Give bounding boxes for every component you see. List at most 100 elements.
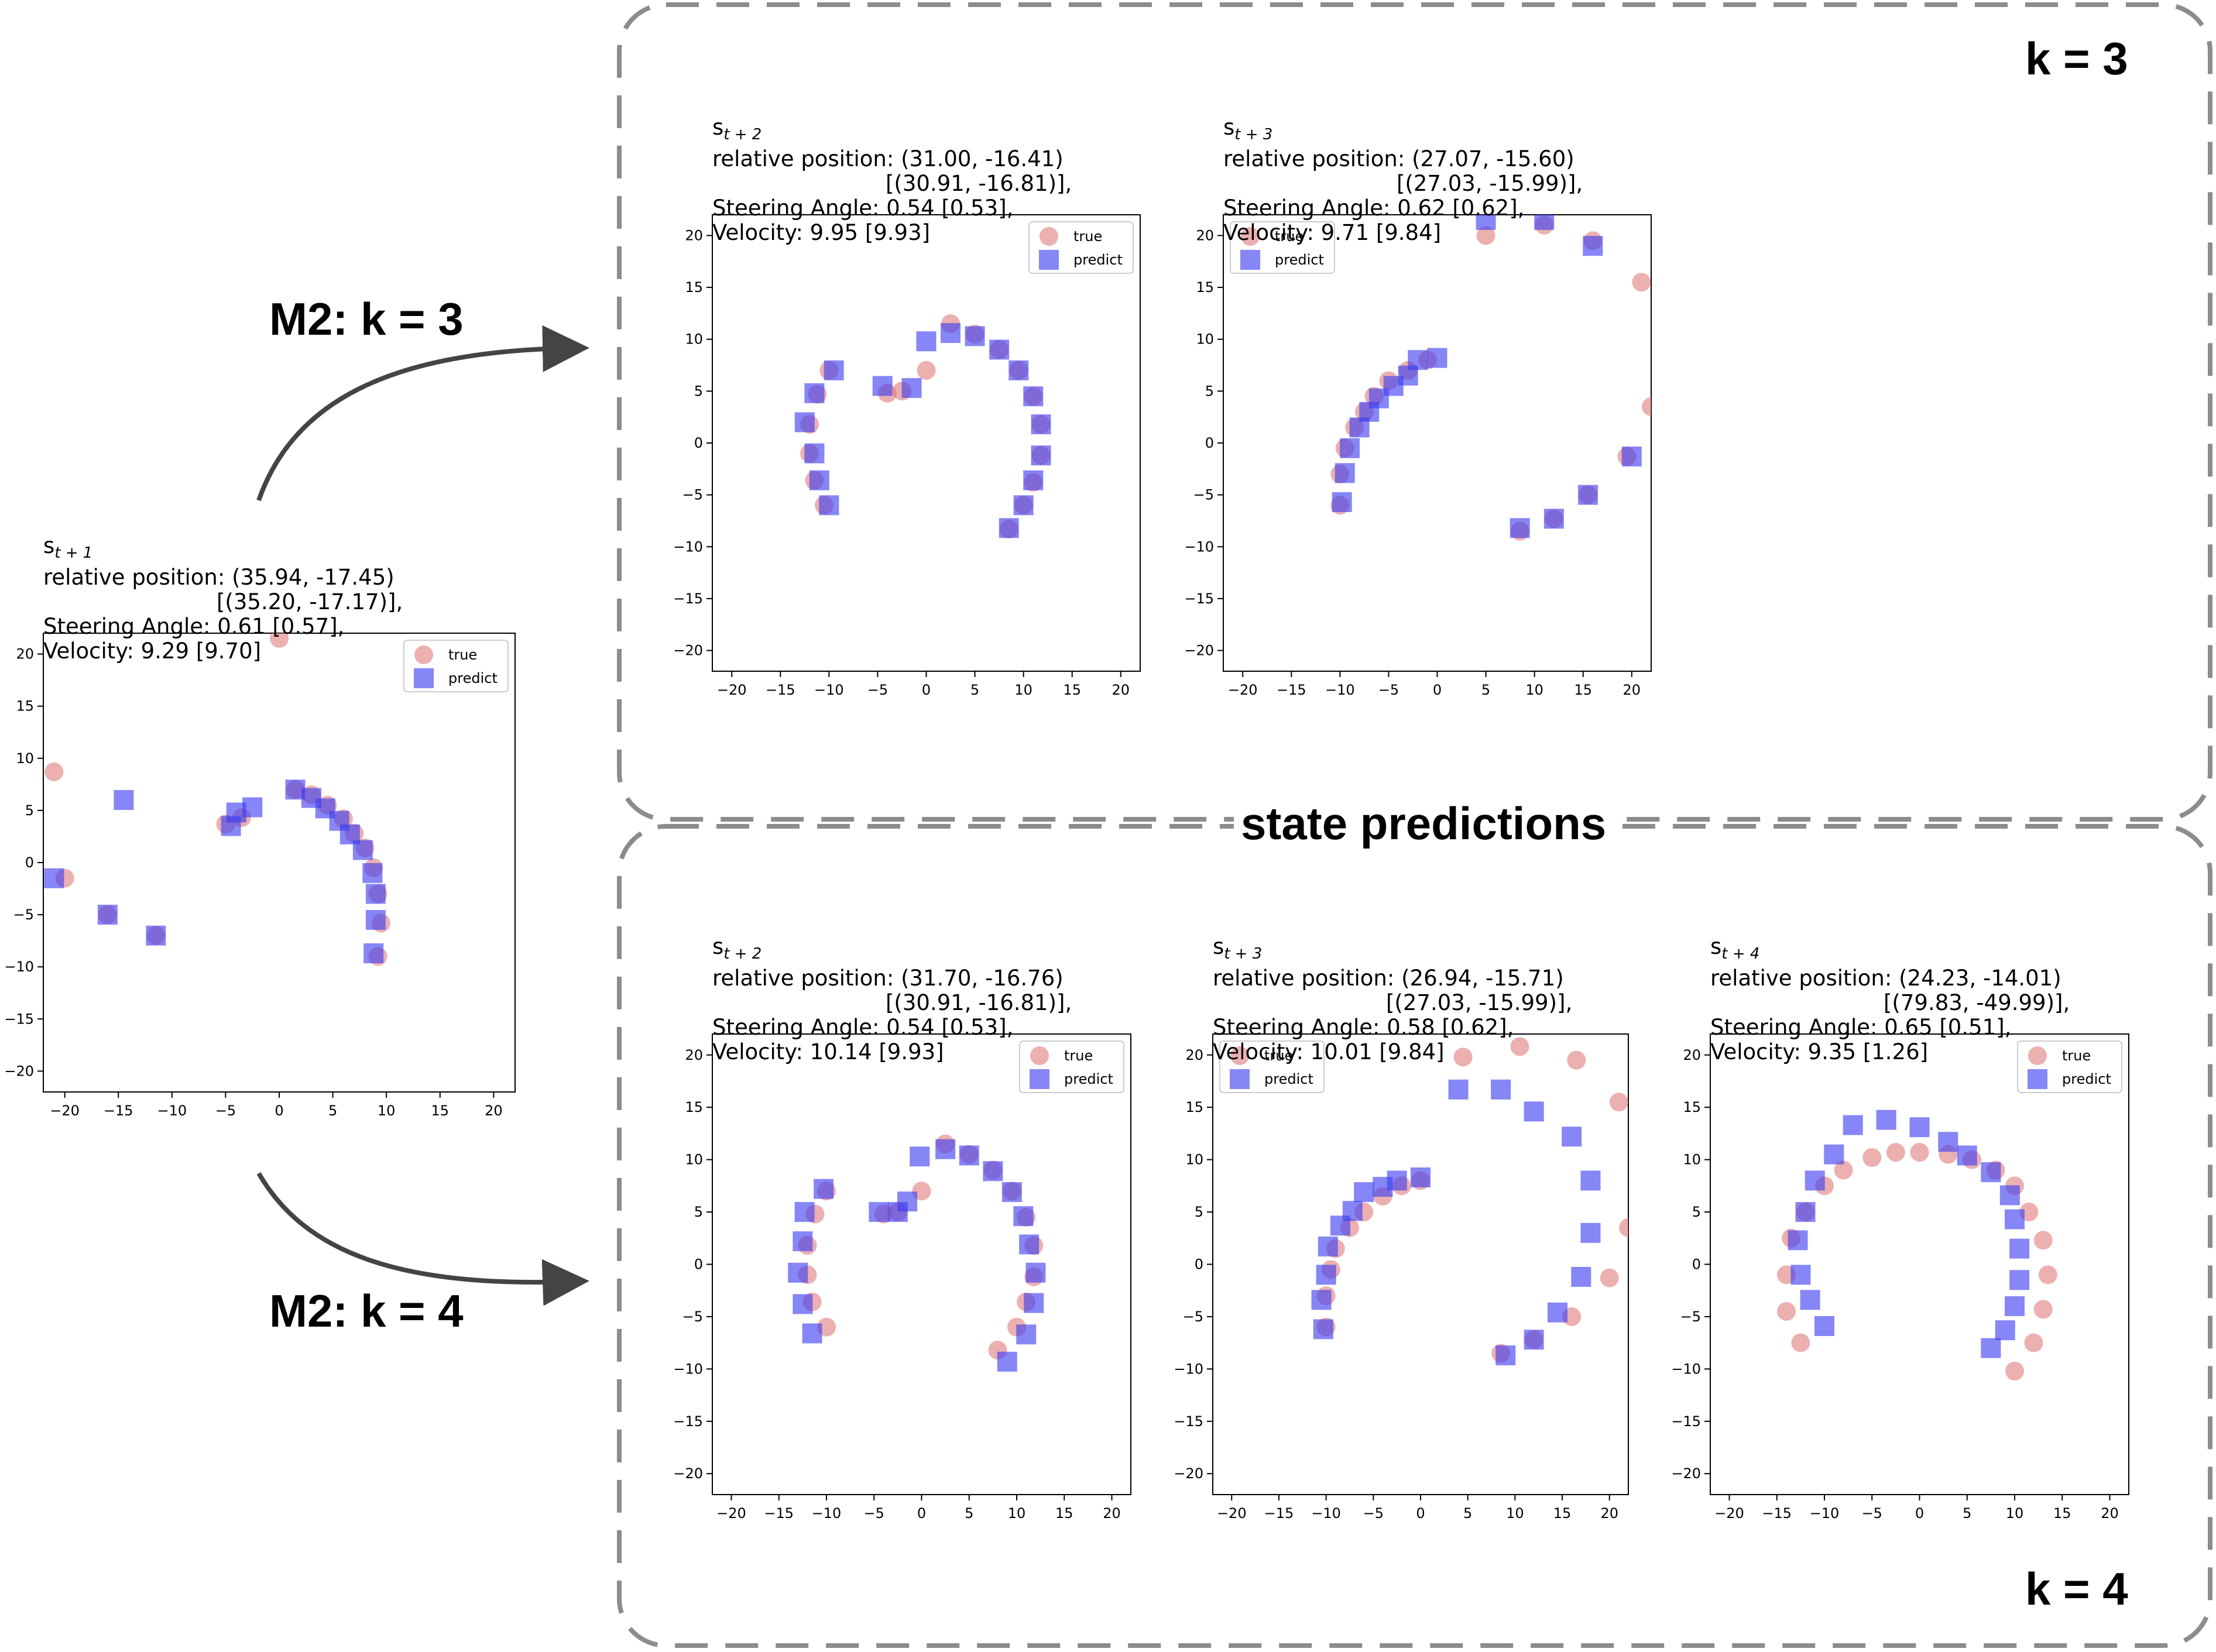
y-tick-label: 15 — [685, 1099, 703, 1115]
predict-point — [1339, 438, 1360, 458]
predict-point — [1543, 509, 1564, 529]
legend-predict-marker — [414, 668, 434, 688]
predict-point — [1583, 236, 1603, 256]
y-tick-label: 5 — [1195, 1204, 1203, 1220]
chart-2: −20 −15 −10 −5 0 5 10 15 20 −20 −15 −10 −5 0 5 10 15 20 tr… — [1184, 214, 1652, 698]
y-tick-label: 15 — [1683, 1099, 1701, 1115]
predict-point — [1788, 1230, 1808, 1251]
chart-3: −20 −15 −10 −5 0 5 10 15 20 −20 −15 −10 −5 0 5 10 15 20 tr… — [673, 1033, 1131, 1522]
x-tick-label: −20 — [50, 1103, 80, 1119]
panel-4-text: st + 3 relative position: (26.94, -15.71… — [1213, 910, 1572, 1064]
velocity: Velocity: 9.29 [9.70] — [43, 638, 262, 664]
x-tick-label: −5 — [1363, 1505, 1384, 1522]
predict-point — [1824, 1144, 1844, 1165]
steering-angle: Steering Angle: 0.65 [0.51], — [1710, 1015, 2012, 1040]
predict-point — [1571, 1266, 1591, 1287]
legend-true-marker — [1241, 227, 1260, 246]
predict-point — [901, 378, 922, 399]
predict-point — [1019, 1234, 1040, 1255]
predict-point — [1411, 1167, 1431, 1188]
y-tick-label: −10 — [1671, 1361, 1701, 1377]
y-tick-label: −20 — [673, 643, 703, 659]
y-tick-label: −15 — [673, 1413, 703, 1430]
legend: true predict — [1028, 221, 1134, 274]
predict-point — [1008, 360, 1029, 380]
predict-point — [793, 1294, 813, 1314]
true-point — [1600, 1268, 1619, 1287]
predict-point — [1999, 1185, 2020, 1205]
legend-true-label: true — [1264, 1047, 1293, 1064]
predict-point — [97, 905, 118, 925]
predict-point — [1031, 445, 1051, 466]
group-label-k4: k = 4 — [2025, 1563, 2128, 1615]
predict-point — [1448, 1079, 1469, 1100]
state-subscript: t + 3 — [1234, 126, 1273, 143]
predict-point — [1001, 1182, 1022, 1203]
y-tick-label: −20 — [1174, 1465, 1203, 1482]
x-tick-label: −5 — [1378, 682, 1399, 698]
predict-point — [1408, 350, 1428, 370]
relative-position-predicted: [(27.03, -15.99)], — [1397, 171, 1583, 196]
steering-angle: Steering Angle: 0.54 [0.53], — [712, 195, 1014, 221]
predict-point — [1476, 215, 1496, 230]
legend-true-marker — [414, 645, 433, 664]
y-tick-label: −5 — [13, 906, 34, 923]
x-tick-label: 5 — [970, 682, 979, 698]
x-tick-label: 15 — [1055, 1505, 1073, 1522]
velocity: Velocity: 10.14 [9.93] — [712, 1039, 944, 1064]
x-tick-label: 0 — [917, 1505, 926, 1522]
arrow-label-k4: M2: k = 4 — [269, 1285, 464, 1337]
velocity: Velocity: 10.01 [9.84] — [1213, 1039, 1445, 1064]
predict-point — [1547, 1302, 1567, 1323]
y-tick-label: 20 — [685, 227, 703, 243]
predict-point — [802, 1323, 822, 1344]
relative-position: relative position: (24.23, -14.01) — [1710, 966, 2061, 991]
true-point — [270, 633, 289, 648]
x-tick-label: −5 — [867, 682, 888, 698]
y-tick-label: 10 — [1185, 1152, 1203, 1168]
predict-point — [1580, 1170, 1601, 1191]
true-point — [1862, 1148, 1882, 1167]
legend-true-marker — [1230, 1046, 1249, 1065]
x-tick-label: 0 — [1416, 1505, 1425, 1522]
legend: true predict — [1230, 221, 1335, 274]
data-points — [1330, 215, 1651, 541]
true-point — [2033, 1231, 2053, 1250]
x-tick-label: 10 — [1525, 682, 1543, 698]
x-tick-label: 15 — [431, 1103, 449, 1119]
x-tick-label: 10 — [2006, 1505, 2024, 1522]
true-point — [1910, 1143, 1929, 1162]
chart-4: −20 −15 −10 −5 0 5 10 15 20 −20 −15 −10 −5 0 5 10 15 20 tr… — [1174, 1033, 1629, 1522]
relative-position: relative position: (26.94, -15.71) — [1213, 966, 1564, 991]
y-tick-label: 20 — [1683, 1047, 1701, 1063]
y-tick-label: −15 — [1174, 1413, 1203, 1430]
y-tick-label: −10 — [1174, 1361, 1203, 1377]
chart-0: −20 −15 −10 −5 0 5 10 15 20 −20 −15 −10 −5 0 5 10 15 20 tr… — [4, 633, 516, 1119]
true-point — [44, 762, 64, 781]
predict-point — [1023, 386, 1044, 407]
x-tick-label: 5 — [965, 1505, 973, 1522]
y-tick-label: 5 — [694, 383, 703, 399]
predict-point — [1354, 1182, 1374, 1203]
legend-predict-label: predict — [1275, 252, 1324, 268]
predict-point — [824, 360, 844, 380]
legend-predict-marker — [1230, 1069, 1250, 1089]
predict-point — [804, 443, 825, 463]
panel-0-text: st + 1 relative position: (35.94, -17.45… — [43, 509, 403, 664]
predict-point — [1800, 1290, 1820, 1310]
y-tick-label: 5 — [1205, 383, 1214, 399]
predict-point — [1524, 1101, 1544, 1122]
predict-point — [965, 326, 985, 346]
predict-point — [794, 412, 815, 432]
y-tick-label: −5 — [1183, 1308, 1203, 1325]
center-label: state predictions — [1234, 797, 1614, 850]
predict-point — [1311, 1290, 1332, 1310]
legend-predict-marker — [2028, 1069, 2047, 1089]
legend-true-marker — [1040, 227, 1058, 246]
predict-point — [983, 1161, 1003, 1182]
true-point — [2038, 1265, 2057, 1284]
x-tick-label: 10 — [1008, 1505, 1026, 1522]
predict-point — [872, 376, 893, 396]
x-tick-label: 5 — [1463, 1505, 1472, 1522]
predict-point — [1316, 1265, 1336, 1285]
